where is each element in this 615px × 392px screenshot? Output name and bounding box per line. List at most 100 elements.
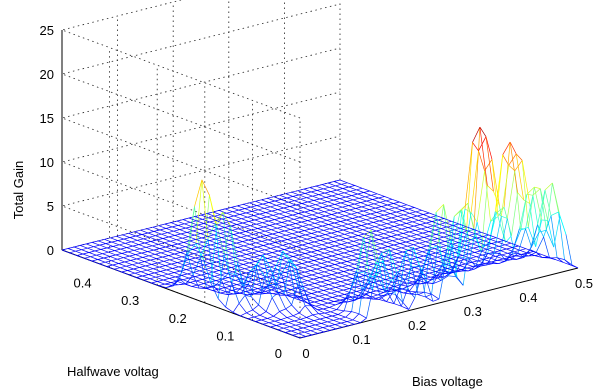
mesh-line bbox=[285, 308, 294, 317]
mesh-line bbox=[377, 233, 384, 236]
mesh-line bbox=[426, 262, 433, 265]
mesh-line bbox=[301, 261, 308, 264]
mesh-line bbox=[169, 257, 176, 261]
mesh-line bbox=[402, 268, 409, 271]
mesh-line bbox=[164, 222, 171, 225]
mesh-line bbox=[390, 254, 399, 259]
mesh-line bbox=[268, 279, 275, 282]
mesh-line bbox=[436, 275, 445, 278]
mesh-line bbox=[416, 234, 425, 238]
mesh-line bbox=[279, 311, 288, 318]
mesh-line bbox=[168, 255, 177, 259]
mesh-line bbox=[288, 201, 296, 206]
mesh-line bbox=[157, 260, 164, 264]
mesh-line bbox=[329, 186, 337, 191]
mesh-line bbox=[346, 201, 355, 205]
mesh-line bbox=[365, 236, 372, 239]
mesh-line bbox=[248, 221, 257, 225]
mesh-line bbox=[298, 231, 306, 236]
mesh-line bbox=[274, 200, 283, 205]
mesh-line bbox=[237, 245, 244, 248]
mesh-line bbox=[207, 238, 215, 287]
mesh-line bbox=[200, 274, 209, 279]
mesh-line bbox=[310, 330, 319, 334]
mesh-line bbox=[311, 190, 318, 193]
mesh-line bbox=[364, 293, 372, 298]
mesh-line bbox=[265, 297, 273, 312]
mesh-line bbox=[435, 271, 443, 275]
mesh-line bbox=[384, 292, 393, 297]
mesh-line bbox=[327, 241, 334, 244]
mesh-line bbox=[314, 221, 321, 224]
mesh-line bbox=[162, 236, 169, 239]
mesh-line bbox=[525, 248, 534, 252]
mesh-line bbox=[279, 234, 287, 238]
mesh-line bbox=[252, 304, 259, 311]
mesh-line bbox=[340, 261, 348, 264]
mesh-line bbox=[255, 321, 263, 325]
mesh-line bbox=[408, 250, 417, 254]
mesh-line bbox=[378, 197, 387, 202]
mesh-line bbox=[365, 219, 374, 223]
mesh-line bbox=[367, 223, 376, 228]
mesh-line bbox=[300, 258, 309, 263]
mesh-line bbox=[244, 295, 253, 311]
mesh-line bbox=[315, 262, 322, 266]
mesh-line bbox=[134, 248, 141, 251]
mesh-line bbox=[204, 244, 211, 247]
mesh-line bbox=[482, 236, 491, 240]
mesh-line bbox=[378, 295, 386, 300]
mesh-line bbox=[299, 296, 308, 300]
mesh-line bbox=[186, 249, 193, 252]
mesh-line bbox=[230, 224, 237, 227]
mesh-line bbox=[359, 219, 367, 222]
mesh-line bbox=[491, 159, 499, 217]
mesh-line bbox=[384, 213, 391, 216]
mesh-line bbox=[429, 252, 436, 255]
mesh-line bbox=[534, 186, 541, 189]
mesh-line bbox=[142, 257, 151, 261]
mesh-line bbox=[292, 194, 300, 197]
mesh-line bbox=[225, 207, 232, 210]
mesh-line bbox=[244, 225, 251, 228]
mesh-line bbox=[336, 248, 343, 251]
x-axis-label: Bias voltage bbox=[412, 374, 483, 389]
mesh-line bbox=[338, 276, 347, 281]
mesh-line bbox=[376, 212, 385, 216]
mesh-line bbox=[446, 245, 455, 249]
mesh-line bbox=[317, 190, 325, 194]
mesh-line bbox=[270, 204, 277, 208]
mesh-line bbox=[197, 223, 204, 226]
mesh-line bbox=[375, 267, 383, 272]
mesh-line bbox=[149, 276, 156, 280]
mesh-line bbox=[196, 218, 203, 222]
mesh-line bbox=[172, 226, 180, 230]
mesh-line bbox=[200, 257, 207, 289]
mesh-line bbox=[297, 250, 306, 254]
mesh-line bbox=[224, 244, 231, 247]
mesh-line bbox=[173, 229, 180, 232]
mesh-line bbox=[468, 253, 477, 258]
mesh-line bbox=[112, 246, 121, 250]
mesh-line bbox=[357, 270, 364, 274]
mesh-line bbox=[172, 284, 179, 286]
mesh-line bbox=[298, 312, 307, 318]
mesh-line bbox=[302, 224, 309, 227]
mesh-line bbox=[315, 202, 322, 206]
mesh-line bbox=[311, 191, 319, 195]
mesh-line bbox=[251, 228, 258, 231]
mesh-line bbox=[430, 258, 439, 262]
mesh-line bbox=[557, 257, 565, 260]
mesh-line bbox=[325, 255, 333, 258]
mesh-line bbox=[373, 201, 381, 205]
mesh-line bbox=[426, 281, 434, 302]
mesh-line bbox=[227, 235, 236, 240]
mesh-line bbox=[236, 284, 245, 288]
mesh-line bbox=[128, 272, 136, 276]
mesh-line bbox=[201, 254, 208, 257]
mesh-line bbox=[350, 190, 358, 195]
mesh-line bbox=[280, 259, 289, 263]
mesh-line bbox=[527, 251, 534, 254]
mesh-line bbox=[385, 198, 393, 202]
mesh-line bbox=[379, 219, 386, 222]
